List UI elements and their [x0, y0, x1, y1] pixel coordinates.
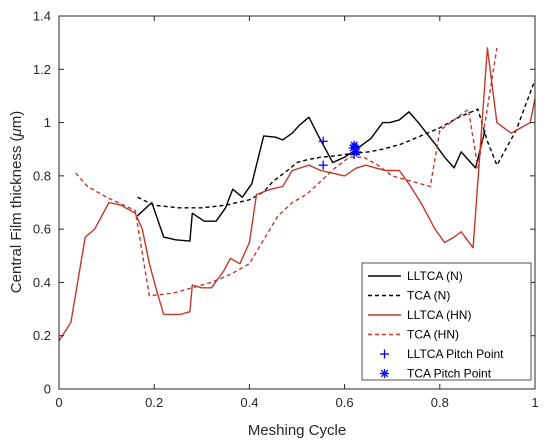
- legend-label-tca-n: TCA (N): [407, 289, 450, 303]
- legend-marker-lltca-pitch-point: [380, 349, 389, 359]
- x-tick-label: 1: [531, 395, 538, 410]
- legend-label-tca-pitch-point: TCA Pitch Point: [407, 367, 492, 381]
- x-tick-label: 0.6: [336, 395, 354, 410]
- tca-n-line: [137, 79, 536, 209]
- y-tick-label: 0.6: [33, 222, 51, 237]
- y-tick-label: 0.8: [33, 168, 51, 183]
- legend-entry-lltca-pitch-point: LLTCA Pitch Point: [380, 347, 504, 361]
- legend-entry-lltca-n: LLTCA (N): [368, 269, 463, 283]
- legend-label-lltca-n: LLTCA (N): [407, 269, 463, 283]
- axis-ticks: 0 0.2 0.4 0.6 0.8 1 0 0.2 0.4 0.6 0.8 1 1.2 1.4: [33, 9, 539, 411]
- y-tick-label: 1.2: [33, 62, 51, 77]
- x-tick-label: 0.8: [431, 395, 449, 410]
- legend-marker-tca-pitch-point: [380, 369, 389, 378]
- legend-label-lltca-hn: LLTCA (HN): [407, 308, 471, 322]
- lltca-pitch-point-point: [318, 136, 328, 146]
- tca-pitch-point-point: [349, 140, 359, 150]
- legend-label-lltca-pitch-point: LLTCA Pitch Point: [407, 347, 504, 361]
- y-tick-label: 0.4: [33, 275, 51, 290]
- y-tick-label: 0: [44, 382, 51, 397]
- x-axis-label: Meshing Cycle: [248, 422, 346, 439]
- legend-entry-lltca-hn: LLTCA (HN): [368, 308, 471, 322]
- tca-pitch-point-point: [352, 147, 361, 157]
- y-tick-label: 1: [44, 115, 51, 130]
- y-tick-label: 0.2: [33, 328, 51, 343]
- y-tick-label: 1.4: [33, 9, 51, 24]
- y-axis-label: Central Film thickness (μm): [8, 111, 25, 293]
- legend: LLTCA (N) TCA (N) LLTCA (HN) TCA (HN) LLTCA …: [361, 262, 532, 381]
- plot-frame: [58, 15, 536, 390]
- x-tick-label: 0: [55, 395, 62, 410]
- legend-label-tca-hn: TCA (HN): [407, 328, 459, 342]
- legend-entry-tca-n: TCA (N): [368, 289, 450, 303]
- lltca-pitch-point-point: [318, 160, 328, 170]
- lltca-hn-line: [58, 47, 536, 342]
- x-tick-label: 0.4: [240, 395, 258, 410]
- legend-box: [361, 262, 532, 381]
- x-tick-label: 0.2: [145, 395, 163, 410]
- plot-marks: [58, 47, 536, 342]
- legend-entry-tca-pitch-point: TCA Pitch Point: [380, 367, 492, 381]
- legend-entry-tca-hn: TCA (HN): [368, 328, 459, 342]
